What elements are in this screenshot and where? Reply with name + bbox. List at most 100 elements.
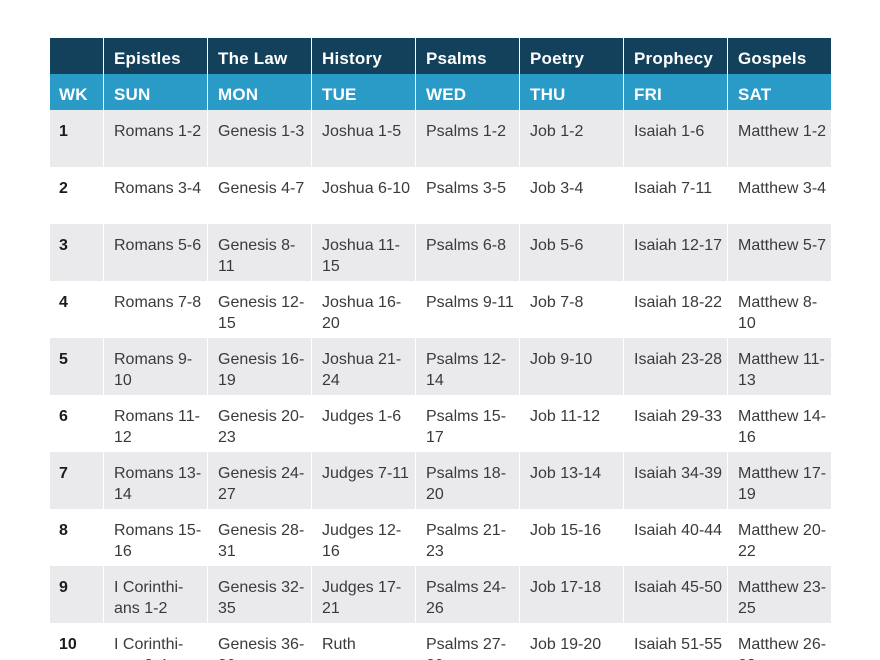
reading-cell-thu: Job 11-12 bbox=[519, 395, 623, 452]
reading-cell-wed: Psalms 27-29 bbox=[415, 623, 519, 660]
reading-cell-tue: Judges 1-6 bbox=[311, 395, 415, 452]
category-header-prophecy: Prophecy bbox=[623, 38, 727, 74]
reading-cell-sun: Romans 5-6 bbox=[103, 224, 207, 281]
reading-cell-sat: Matthew 14-16 bbox=[727, 395, 831, 452]
table-row: 1 Romans 1-2 Genesis 1-3 Joshua 1-5 Psalms 1… bbox=[50, 110, 831, 167]
reading-cell-sat: Matthew 26-28 bbox=[727, 623, 831, 660]
day-header-wed: WED bbox=[415, 74, 519, 110]
reading-cell-mon: Genesis 20-23 bbox=[207, 395, 311, 452]
reading-cell-wed: Psalms 9-11 bbox=[415, 281, 519, 338]
week-number: 9 bbox=[50, 566, 103, 623]
reading-cell-fri: Isaiah 18-22 bbox=[623, 281, 727, 338]
reading-cell-sun: Romans 15-16 bbox=[103, 509, 207, 566]
reading-cell-fri: Isaiah 45-50 bbox=[623, 566, 727, 623]
reading-cell-wed: Psalms 1-2 bbox=[415, 110, 519, 167]
reading-cell-tue: Joshua 6-10 bbox=[311, 167, 415, 224]
week-number: 5 bbox=[50, 338, 103, 395]
reading-cell-thu: Job 7-8 bbox=[519, 281, 623, 338]
reading-cell-sat: Matthew 20-22 bbox=[727, 509, 831, 566]
reading-cell-mon: Genesis 36-39 bbox=[207, 623, 311, 660]
reading-cell-tue: Joshua 16-20 bbox=[311, 281, 415, 338]
reading-cell-sat: Matthew 17-19 bbox=[727, 452, 831, 509]
reading-cell-tue: Judges 12-16 bbox=[311, 509, 415, 566]
reading-plan-body: 1 Romans 1-2 Genesis 1-3 Joshua 1-5 Psalms 1… bbox=[50, 110, 831, 660]
reading-cell-wed: Psalms 12-14 bbox=[415, 338, 519, 395]
reading-cell-mon: Genesis 4-7 bbox=[207, 167, 311, 224]
reading-cell-fri: Isaiah 1-6 bbox=[623, 110, 727, 167]
day-header-sun: SUN bbox=[103, 74, 207, 110]
reading-cell-thu: Job 15-16 bbox=[519, 509, 623, 566]
table-row: 6 Romans 11-12 Genesis 20-23 Judges 1-6 Psal… bbox=[50, 395, 831, 452]
reading-cell-thu: Job 13-14 bbox=[519, 452, 623, 509]
reading-cell-thu: Job 5-6 bbox=[519, 224, 623, 281]
reading-cell-mon: Genesis 16-19 bbox=[207, 338, 311, 395]
reading-cell-fri: Isaiah 34-39 bbox=[623, 452, 727, 509]
category-header-history: History bbox=[311, 38, 415, 74]
reading-cell-wed: Psalms 24-26 bbox=[415, 566, 519, 623]
reading-cell-fri: Isaiah 7-11 bbox=[623, 167, 727, 224]
week-number: 7 bbox=[50, 452, 103, 509]
reading-cell-sun: Romans 1-2 bbox=[103, 110, 207, 167]
table-row: 5 Romans 9-10 Genesis 16-19 Joshua 21-24 Psa… bbox=[50, 338, 831, 395]
table-row: 3 Romans 5-6 Genesis 8-11 Joshua 11-15 Psalm… bbox=[50, 224, 831, 281]
reading-cell-tue: Ruth bbox=[311, 623, 415, 660]
day-header-fri: FRI bbox=[623, 74, 727, 110]
reading-cell-fri: Isaiah 51-55 bbox=[623, 623, 727, 660]
reading-cell-mon: Genesis 24-27 bbox=[207, 452, 311, 509]
reading-cell-fri: Isaiah 12-17 bbox=[623, 224, 727, 281]
category-header-blank bbox=[50, 38, 103, 74]
category-header-row: Epistles The Law History Psalms Poetry P… bbox=[50, 38, 831, 74]
reading-cell-sat: Matthew 23-25 bbox=[727, 566, 831, 623]
week-number: 2 bbox=[50, 167, 103, 224]
reading-cell-thu: Job 9-10 bbox=[519, 338, 623, 395]
reading-cell-tue: Joshua 21-24 bbox=[311, 338, 415, 395]
reading-cell-sun: Romans 9-10 bbox=[103, 338, 207, 395]
category-header-poetry: Poetry bbox=[519, 38, 623, 74]
reading-cell-sun: I Corinthi-ans 1-2 bbox=[103, 566, 207, 623]
day-header-tue: TUE bbox=[311, 74, 415, 110]
table-row: 2 Romans 3-4 Genesis 4-7 Joshua 6-10 Psalms … bbox=[50, 167, 831, 224]
category-header-gospels: Gospels bbox=[727, 38, 831, 74]
category-header-psalms: Psalms bbox=[415, 38, 519, 74]
week-number: 1 bbox=[50, 110, 103, 167]
week-number: 8 bbox=[50, 509, 103, 566]
table-row: 8 Romans 15-16 Genesis 28-31 Judges 12-16 Ps… bbox=[50, 509, 831, 566]
reading-cell-wed: Psalms 15-17 bbox=[415, 395, 519, 452]
reading-cell-wed: Psalms 21-23 bbox=[415, 509, 519, 566]
reading-cell-mon: Genesis 1-3 bbox=[207, 110, 311, 167]
reading-cell-wed: Psalms 18-20 bbox=[415, 452, 519, 509]
reading-cell-wed: Psalms 6-8 bbox=[415, 224, 519, 281]
table-row: 7 Romans 13-14 Genesis 24-27 Judges 7-11 Psa… bbox=[50, 452, 831, 509]
reading-cell-mon: Genesis 12-15 bbox=[207, 281, 311, 338]
day-header-thu: THU bbox=[519, 74, 623, 110]
reading-cell-fri: Isaiah 29-33 bbox=[623, 395, 727, 452]
table-row: 4 Romans 7-8 Genesis 12-15 Joshua 16-20 Psal… bbox=[50, 281, 831, 338]
reading-cell-thu: Job 19-20 bbox=[519, 623, 623, 660]
category-header-the-law: The Law bbox=[207, 38, 311, 74]
reading-cell-mon: Genesis 8-11 bbox=[207, 224, 311, 281]
reading-cell-tue: Joshua 11-15 bbox=[311, 224, 415, 281]
reading-cell-sat: Matthew 1-2 bbox=[727, 110, 831, 167]
reading-cell-thu: Job 3-4 bbox=[519, 167, 623, 224]
week-number: 6 bbox=[50, 395, 103, 452]
reading-cell-sun: Romans 7-8 bbox=[103, 281, 207, 338]
reading-cell-tue: Judges 17-21 bbox=[311, 566, 415, 623]
reading-cell-sat: Matthew 11-13 bbox=[727, 338, 831, 395]
reading-cell-fri: Isaiah 40-44 bbox=[623, 509, 727, 566]
reading-cell-mon: Genesis 28-31 bbox=[207, 509, 311, 566]
week-number: 4 bbox=[50, 281, 103, 338]
reading-cell-thu: Job 1-2 bbox=[519, 110, 623, 167]
reading-cell-sat: Matthew 3-4 bbox=[727, 167, 831, 224]
reading-cell-sun: I Corinthi-ans 3-4 bbox=[103, 623, 207, 660]
day-header-week: WK bbox=[50, 74, 103, 110]
reading-cell-thu: Job 17-18 bbox=[519, 566, 623, 623]
week-number: 3 bbox=[50, 224, 103, 281]
reading-plan-table: Epistles The Law History Psalms Poetry P… bbox=[50, 38, 831, 660]
reading-cell-sat: Matthew 8-10 bbox=[727, 281, 831, 338]
day-header-row: WK SUN MON TUE WED THU FRI SAT bbox=[50, 74, 831, 110]
reading-cell-sat: Matthew 5-7 bbox=[727, 224, 831, 281]
reading-cell-tue: Judges 7-11 bbox=[311, 452, 415, 509]
